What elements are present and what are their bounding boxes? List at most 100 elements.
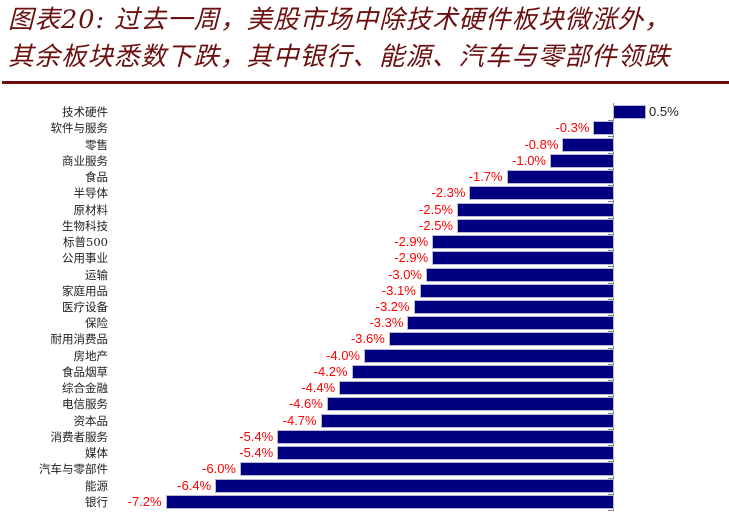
category-label: 媒体	[85, 446, 108, 461]
category-label: 原材料	[73, 202, 109, 217]
category-label: 食品	[85, 170, 108, 185]
value-label: 0.5%	[649, 104, 679, 120]
category-label: 电信服务	[62, 397, 108, 412]
value-label: -3.3%	[369, 315, 404, 331]
category-label: 标普500	[63, 235, 108, 250]
category-label: 技术硬件	[62, 105, 108, 120]
value-label: -0.8%	[524, 136, 559, 152]
axis-tick	[608, 396, 614, 398]
axis-tick	[608, 298, 614, 300]
axis-tick	[608, 445, 614, 447]
bar	[614, 106, 645, 119]
bar	[433, 252, 613, 265]
value-label: -5.4%	[239, 428, 274, 444]
bar	[278, 447, 613, 460]
category-label: 汽车与零部件	[39, 462, 108, 477]
value-label: -3.2%	[375, 299, 410, 314]
category-label: 运输	[85, 267, 108, 282]
value-label: -2.5%	[419, 201, 453, 217]
value-label: -4.0%	[326, 347, 360, 363]
axis-tick	[608, 510, 614, 511]
bar	[458, 203, 613, 216]
axis-tick	[608, 363, 614, 365]
category-label: 消费者服务	[50, 429, 109, 444]
value-label: -4.2%	[313, 363, 348, 379]
axis-tick	[608, 331, 614, 333]
category-label: 零售	[85, 137, 108, 152]
category-label: 银行	[85, 494, 108, 509]
axis-tick	[608, 315, 614, 317]
chart-title: 图表20: 过去一周，美股市场中除技术硬件板块微涨外， 其余板块悉数下跌，其中银…	[8, 2, 728, 76]
bar	[389, 333, 613, 346]
value-label: -3.6%	[350, 331, 385, 347]
bar	[365, 349, 613, 362]
value-label: -3.0%	[388, 266, 422, 282]
bar	[551, 154, 613, 167]
chart-title-line-1: 图表20: 过去一周，美股市场中除技术硬件板块微涨外，	[8, 5, 671, 35]
value-label: -2.9%	[394, 250, 429, 266]
category-label: 资本品	[73, 413, 109, 428]
category-label: 商业服务	[62, 153, 108, 168]
axis-tick	[608, 136, 614, 138]
value-label: -4.4%	[301, 380, 336, 396]
value-label: -2.9%	[394, 234, 429, 250]
category-label: 能源	[85, 478, 108, 493]
bar	[241, 463, 613, 476]
category-label: 半导体	[73, 186, 109, 201]
value-label: -6.0%	[202, 461, 236, 477]
bar	[408, 317, 613, 330]
axis-tick	[608, 380, 614, 382]
zero-axis	[613, 103, 614, 511]
bar	[563, 138, 613, 151]
bar	[594, 122, 613, 135]
value-label: -3.1%	[381, 282, 416, 298]
bar	[427, 268, 613, 281]
bar	[216, 479, 613, 492]
value-label: -6.4%	[177, 477, 212, 493]
category-label: 软件与服务	[50, 121, 109, 136]
category-label: 医疗设备	[62, 300, 108, 314]
bar	[327, 398, 613, 411]
axis-tick	[608, 233, 614, 235]
axis-tick	[608, 282, 614, 284]
value-label: -0.3%	[555, 120, 590, 136]
bar	[433, 236, 613, 249]
bar	[321, 414, 613, 427]
axis-tick	[608, 428, 614, 430]
bar	[507, 171, 613, 184]
value-label: -4.6%	[288, 396, 323, 412]
axis-tick	[608, 120, 614, 122]
category-label: 生物科技	[62, 218, 108, 233]
category-label: 公用事业	[62, 251, 108, 266]
bar	[420, 284, 613, 297]
value-label: -1.7%	[468, 169, 503, 185]
category-label: 房地产	[73, 348, 109, 363]
axis-tick	[608, 168, 614, 170]
bar	[414, 301, 613, 313]
value-label: -5.4%	[239, 445, 274, 461]
axis-tick	[608, 347, 614, 349]
category-label: 保险	[85, 316, 108, 331]
value-label: -1.0%	[512, 152, 546, 168]
chart-title-line-2: 其余板块悉数下跌，其中银行、能源、汽车与零部件领跌	[8, 42, 671, 72]
bar	[352, 365, 613, 378]
axis-tick	[608, 152, 614, 154]
axis-tick	[608, 201, 614, 203]
axis-tick	[608, 493, 614, 495]
axis-tick	[608, 412, 614, 414]
category-label: 耐用消费品	[50, 332, 109, 347]
axis-tick	[608, 477, 614, 479]
axis-tick	[608, 250, 614, 252]
bar	[166, 495, 613, 508]
bar	[458, 219, 613, 232]
bar	[470, 187, 613, 200]
value-label: -2.5%	[419, 217, 453, 233]
value-label: -4.7%	[282, 412, 317, 428]
axis-tick	[608, 217, 614, 219]
category-label: 家庭用品	[62, 283, 108, 298]
value-label: -2.3%	[431, 185, 466, 201]
category-label: 综合金融	[62, 381, 108, 396]
axis-tick	[608, 461, 614, 463]
bar	[340, 382, 613, 395]
